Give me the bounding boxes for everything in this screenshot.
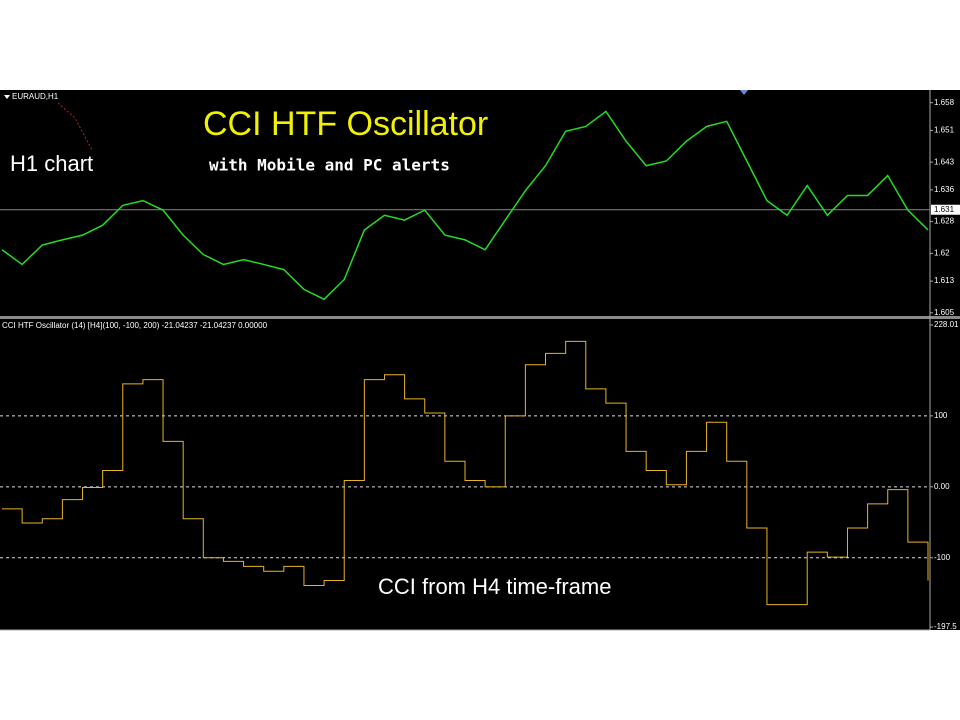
data-line [1,110,929,301]
y-tick-label: 1.658 [934,98,955,107]
marker [740,90,748,95]
chart-subtitle: with Mobile and PC alerts [209,156,450,175]
y-tick-label: 1.62 [934,248,950,257]
y-tick-label: 0.00 [934,482,950,491]
y-tick-label: 1.651 [934,126,955,135]
indicator-title: CCI HTF Oscillator (14) [H4](100, -100, … [2,321,268,330]
data-line [2,340,929,606]
y-tick-label: -197.5 [934,622,957,631]
symbol-label: EURAUD,H1 [12,92,59,101]
current-price-label: 1.631 [934,205,955,214]
terminal-background [0,90,960,630]
current-price-box [931,204,960,215]
y-tick-label: 1.628 [934,217,955,226]
y-tick-label: 1.643 [934,157,955,166]
dropdown-arrow [4,95,10,99]
annotation: H1 chart [10,151,93,176]
panel-separator [0,316,960,319]
y-tick-label: -100 [934,553,951,562]
y-tick-label: 1.613 [934,276,955,285]
y-tick-label: 1.636 [934,185,955,194]
chart-title: CCI HTF Oscillator [203,105,488,143]
y-tick-label: 228.01 [934,320,959,329]
y-tick-label: 100 [934,411,948,420]
y-tick-label: 1.605 [934,308,955,317]
annotation: CCI from H4 time-frame [378,574,611,599]
